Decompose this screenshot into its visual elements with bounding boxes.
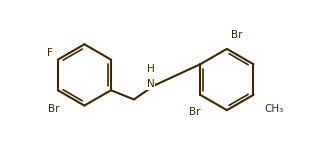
Text: N: N bbox=[147, 79, 155, 89]
Text: Br: Br bbox=[48, 104, 59, 114]
Text: F: F bbox=[47, 49, 53, 58]
Text: Br: Br bbox=[232, 30, 243, 40]
Text: H: H bbox=[147, 64, 155, 74]
Text: Br: Br bbox=[189, 107, 201, 117]
Text: CH₃: CH₃ bbox=[264, 104, 283, 114]
